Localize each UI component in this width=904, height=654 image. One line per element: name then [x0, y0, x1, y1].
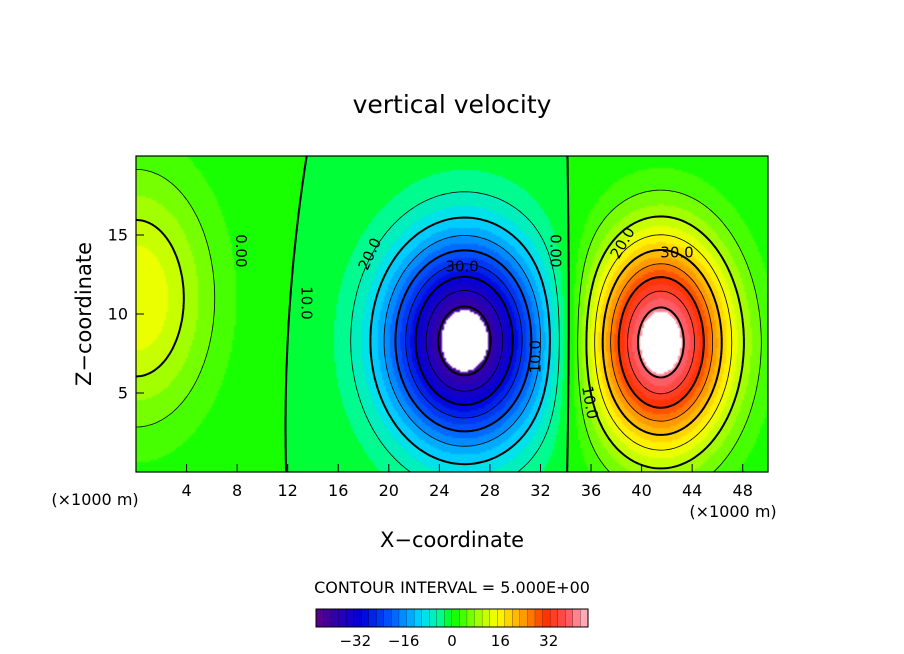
- colorbar-step: [474, 609, 483, 627]
- contour-line: [594, 234, 733, 451]
- colorbar-ticks: −32 −16 0 16 32: [339, 632, 558, 650]
- colorbar: −32 −16 0 16 32: [315, 608, 589, 650]
- colorbar-step: [429, 609, 438, 627]
- contour-line: [405, 263, 523, 419]
- chart-title: vertical velocity: [353, 90, 552, 119]
- colorbar-step: [542, 609, 551, 627]
- colorbar-step: [482, 609, 491, 627]
- colorbar-tick-label: −16: [388, 632, 420, 650]
- contour-line: [437, 305, 492, 377]
- colorbar-step: [557, 609, 566, 627]
- colorbar-step: [316, 609, 325, 627]
- colorbar-steps: [316, 609, 589, 627]
- contour-line: [394, 249, 533, 433]
- colorbar-step: [414, 609, 423, 627]
- colorbar-step: [376, 609, 385, 627]
- contour-line: [369, 216, 551, 466]
- contour-line: [425, 290, 504, 392]
- colorbar-step: [338, 609, 347, 627]
- colorbar-step: [391, 609, 400, 627]
- x-tick-label: 40: [631, 481, 651, 500]
- colorbar-step: [459, 609, 468, 627]
- contour-line: [350, 191, 560, 472]
- colorbar-step: [452, 609, 461, 627]
- contour-label: 10.0: [298, 286, 316, 319]
- contour-line: [136, 215, 745, 470]
- contour-label: 0.00: [232, 234, 250, 267]
- colorbar-step: [406, 609, 415, 627]
- x-axis: 4 8 12 16 20 24 28 32 36 40 44 48: [181, 464, 753, 500]
- colorbar-step: [384, 609, 393, 627]
- x-unit-right: (×1000 m): [689, 502, 776, 521]
- contour-lines: [136, 156, 762, 472]
- colorbar-tick-label: −32: [339, 632, 371, 650]
- colorbar-frame: [315, 608, 589, 628]
- contour-label: 30.0: [445, 258, 478, 276]
- colorbar-step: [520, 609, 529, 627]
- x-axis-title: X−coordinate: [380, 528, 524, 552]
- colorbar-step: [504, 609, 514, 627]
- x-tick-label: 48: [733, 481, 753, 500]
- colorbar-tick-label: 16: [491, 632, 510, 650]
- contour-line: [383, 235, 541, 447]
- contour-label: 0.00: [547, 234, 565, 267]
- contour-interval-note: CONTOUR INTERVAL = 5.000E+00: [314, 578, 590, 597]
- x-tick-label: 4: [181, 481, 191, 500]
- x-tick-label: 20: [379, 481, 399, 500]
- colorbar-tick-label: 32: [539, 632, 558, 650]
- colorbar-step: [497, 609, 506, 627]
- y-tick-label: 5: [118, 384, 128, 403]
- x-tick-label: 24: [429, 481, 449, 500]
- y-axis-title: Z−coordinate: [72, 242, 96, 386]
- colorbar-step: [512, 609, 521, 627]
- colorbar-step: [550, 609, 559, 627]
- contour-line: [414, 275, 514, 406]
- colorbar-step: [323, 609, 332, 627]
- x-tick-label: 28: [480, 481, 500, 500]
- x-tick-label: 44: [682, 481, 702, 500]
- colorbar-step: [399, 609, 408, 627]
- contour-line: [627, 290, 695, 395]
- colorbar-step: [572, 609, 582, 627]
- colorbar-tick-label: 0: [447, 632, 457, 650]
- x-tick-label: 12: [278, 481, 298, 500]
- x-tick-label: 36: [581, 481, 601, 500]
- x-tick-label: 8: [232, 481, 242, 500]
- contour-line: [284, 156, 570, 472]
- colorbar-step: [444, 609, 453, 627]
- y-tick-label: 10: [108, 305, 128, 324]
- x-tick-label: 32: [530, 481, 550, 500]
- colorbar-step: [467, 609, 476, 627]
- colorbar-step: [489, 609, 498, 627]
- contour-line: [637, 306, 685, 379]
- colorbar-step: [565, 609, 574, 627]
- colorbar-step: [346, 609, 355, 627]
- x-tick-label: 16: [328, 481, 348, 500]
- colorbar-step: [353, 609, 362, 627]
- contour-label: 10.0: [578, 384, 602, 420]
- colorbar-step: [527, 609, 536, 627]
- x-unit-left: (×1000 m): [51, 490, 138, 509]
- colorbar-step: [436, 609, 446, 627]
- contour-label: 30.0: [660, 243, 693, 261]
- contour-label: 10.0: [526, 340, 544, 373]
- colorbar-step: [580, 609, 589, 627]
- colorbar-step: [535, 609, 544, 627]
- contour-line: [601, 249, 723, 436]
- contour-line: [617, 276, 705, 409]
- y-axis: 5 10 15: [108, 226, 144, 403]
- velocity-field-image: [136, 156, 768, 472]
- colorbar-step: [421, 609, 430, 627]
- colorbar-step: [361, 609, 370, 627]
- colorbar-step: [368, 609, 378, 627]
- colorbar-step: [331, 609, 340, 627]
- contour-line: [610, 263, 713, 422]
- y-tick-label: 15: [108, 226, 128, 245]
- contour-line: [136, 169, 762, 472]
